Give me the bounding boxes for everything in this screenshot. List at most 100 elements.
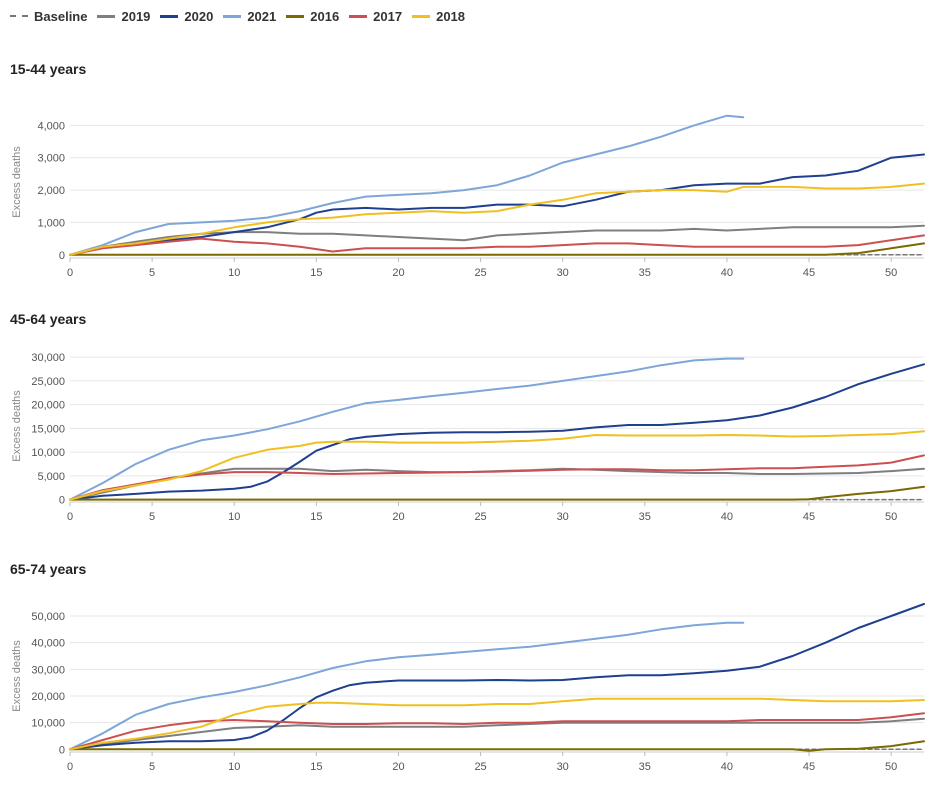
y-tick-label: 20,000 (31, 691, 65, 703)
series-line-2019 (69, 717, 925, 751)
series-line-2019 (69, 224, 925, 256)
legend-item-2019: 2019 (97, 9, 150, 24)
y-tick-label: 4,000 (37, 120, 65, 132)
x-tick-label: 35 (639, 511, 651, 523)
series-line-2018 (69, 697, 925, 751)
y-tick-label: 15,000 (31, 423, 65, 435)
x-tick-label: 10 (228, 761, 240, 773)
series-line-2016 (69, 740, 925, 752)
x-tick-label: 40 (721, 761, 733, 773)
x-tick-label: 20 (392, 761, 404, 773)
y-tick-label: 0 (59, 495, 65, 507)
series-line-2020 (69, 153, 925, 256)
x-tick-label: 35 (639, 761, 651, 773)
y-tick-label: 10,000 (31, 447, 65, 459)
x-tick-label: 30 (557, 511, 569, 523)
x-tick-label: 30 (557, 761, 569, 773)
x-tick-label: 10 (228, 267, 240, 279)
y-tick-label: 1,000 (37, 217, 65, 229)
y-axis-label: Excess deaths (11, 390, 23, 462)
legend-swatch (412, 14, 431, 18)
legend-swatch (349, 14, 368, 18)
series-line-2019 (69, 467, 925, 501)
x-tick-label: 40 (721, 511, 733, 523)
y-axis-label: Excess deaths (11, 146, 23, 218)
legend-item-2018: 2018 (412, 9, 465, 24)
x-tick-label: 15 (310, 267, 322, 279)
y-tick-label: 20,000 (31, 400, 65, 412)
legend-swatch (97, 14, 116, 18)
y-tick-label: 0 (59, 250, 65, 262)
series-line-2018 (69, 182, 925, 256)
x-tick-label: 50 (885, 511, 897, 523)
x-tick-label: 50 (885, 761, 897, 773)
series-line-2020 (69, 363, 925, 501)
legend-item-2021: 2021 (223, 9, 276, 24)
x-tick-label: 5 (149, 267, 155, 279)
series-line-2017 (69, 454, 925, 501)
x-tick-label: 25 (474, 267, 486, 279)
panel-title: 15-44 years (10, 61, 87, 77)
panel-title: 65-74 years (10, 561, 87, 577)
chart-legend: Baseline 2019 2020 2021 2016 2017 2018 (10, 6, 475, 26)
x-tick-label: 10 (228, 511, 240, 523)
legend-label: 2019 (121, 8, 151, 24)
x-tick-label: 50 (885, 267, 897, 279)
y-tick-label: 40,000 (31, 638, 65, 650)
x-tick-label: 20 (392, 267, 404, 279)
y-tick-label: 0 (59, 744, 65, 756)
x-tick-label: 15 (310, 761, 322, 773)
legend-item-baseline: Baseline (10, 9, 87, 24)
y-tick-label: 5,000 (37, 471, 65, 483)
legend-label: 2020 (184, 8, 214, 24)
x-tick-label: 30 (557, 267, 569, 279)
series-line-2016 (69, 242, 925, 256)
y-axis-label: Excess deaths (11, 640, 23, 712)
x-tick-label: 40 (721, 267, 733, 279)
series-line-2020 (69, 603, 925, 751)
legend-label: 2017 (373, 8, 403, 24)
y-tick-label: 2,000 (37, 185, 65, 197)
x-tick-label: 25 (474, 761, 486, 773)
y-tick-label: 10,000 (31, 718, 65, 730)
legend-swatch (286, 14, 305, 18)
legend-label: 2021 (247, 8, 277, 24)
series-line-2021 (69, 114, 745, 256)
legend-item-2020: 2020 (160, 9, 213, 24)
x-tick-label: 25 (474, 511, 486, 523)
legend-swatch (160, 14, 179, 18)
series-line-2016 (69, 485, 925, 501)
panel-title: 45-64 years (10, 311, 87, 327)
y-tick-label: 30,000 (31, 352, 65, 364)
x-tick-label: 0 (67, 761, 73, 773)
y-tick-label: 30,000 (31, 664, 65, 676)
x-tick-label: 45 (803, 267, 815, 279)
legend-item-2016: 2016 (286, 9, 339, 24)
x-tick-label: 5 (149, 511, 155, 523)
series-line-2021 (69, 357, 745, 501)
series-line-2017 (69, 712, 925, 751)
chart-45-64-years: 0 5,000 10,000 15,000 20,000 25,000 30,000 0 5 10… (11, 352, 925, 523)
chart-65-74-years: 0 10,000 20,000 30,000 40,000 50,000 0 5 10 15 20 2… (11, 603, 925, 773)
legend-item-2017: 2017 (349, 9, 402, 24)
series-line-2018 (69, 430, 925, 501)
x-tick-label: 15 (310, 511, 322, 523)
series-line-2021 (69, 621, 745, 751)
legend-swatch (10, 15, 28, 17)
legend-swatch (223, 14, 242, 18)
x-tick-label: 45 (803, 511, 815, 523)
y-tick-label: 3,000 (37, 153, 65, 165)
x-tick-label: 0 (67, 511, 73, 523)
x-tick-label: 0 (67, 267, 73, 279)
legend-label: 2016 (310, 8, 340, 24)
legend-label: Baseline (34, 8, 88, 24)
y-tick-label: 25,000 (31, 376, 65, 388)
legend-label: 2018 (436, 8, 466, 24)
x-tick-label: 35 (639, 267, 651, 279)
x-tick-label: 45 (803, 761, 815, 773)
x-tick-label: 20 (392, 511, 404, 523)
y-tick-label: 50,000 (31, 611, 65, 623)
x-tick-label: 5 (149, 761, 155, 773)
chart-15-44-years: 0 1,000 2,000 3,000 4,000 0 5 10 15 20 25 30 35 40 45 5… (11, 114, 925, 279)
series-line-2017 (69, 234, 925, 256)
